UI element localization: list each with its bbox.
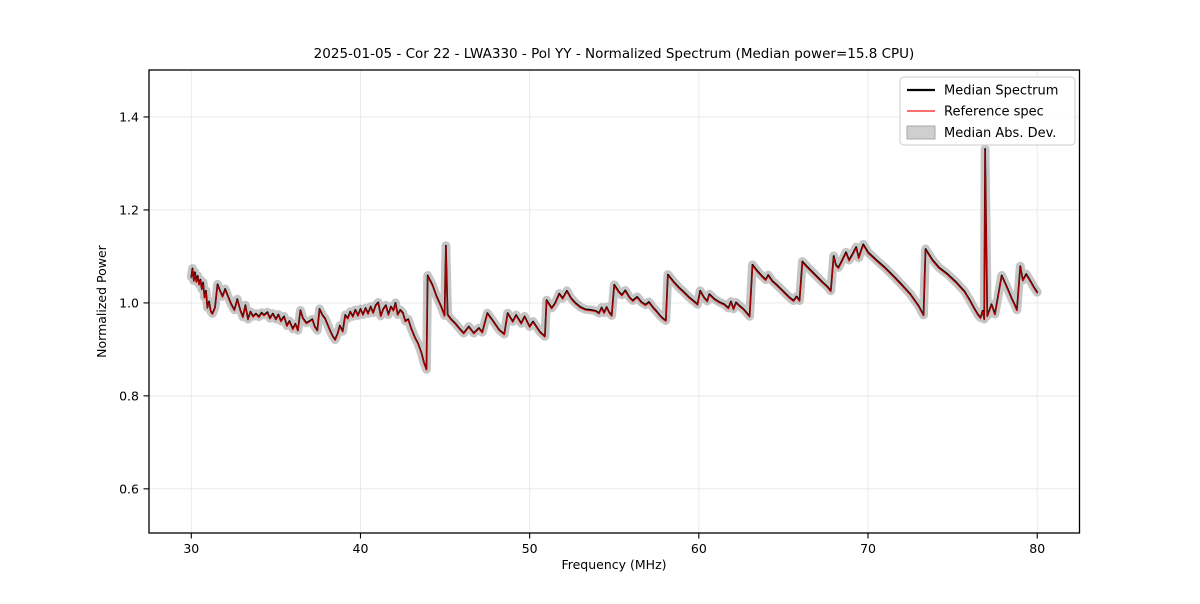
y-axis-label: Normalized Power	[94, 244, 109, 358]
tick-layer: 30 40 50 60 70 80 0.6 0.8 1.0 1.2 1.4	[119, 109, 1045, 556]
legend-label-mad: Median Abs. Dev.	[944, 126, 1056, 141]
y-tick-label: 1.0	[119, 295, 139, 310]
series-layer	[186, 144, 1042, 374]
x-tick-label: 70	[860, 541, 876, 556]
y-tick-label: 1.4	[119, 109, 139, 124]
legend-box	[899, 76, 1076, 146]
reference-spectrum-line	[190, 150, 1038, 371]
legend-patch-sample-mad	[906, 125, 936, 140]
legend-label-reference: Reference spec	[944, 105, 1044, 120]
legend: Median Spectrum Reference spec Median Ab…	[899, 76, 1076, 146]
y-tick-label: 1.2	[119, 202, 139, 217]
chart-title: 2025-01-05 - Cor 22 - LWA330 - Pol YY - …	[314, 46, 915, 62]
x-tick-label: 60	[691, 541, 707, 556]
x-tick-label: 80	[1029, 541, 1045, 556]
y-tick-label: 0.8	[119, 388, 139, 403]
x-axis-label: Frequency (MHz)	[561, 557, 666, 572]
axes-frame	[148, 69, 1081, 534]
x-tick-label: 50	[522, 541, 538, 556]
x-tick-label: 30	[183, 541, 199, 556]
y-tick-label: 0.6	[119, 481, 139, 496]
legend-label-median: Median Spectrum	[944, 84, 1058, 99]
x-tick-label: 40	[353, 541, 369, 556]
